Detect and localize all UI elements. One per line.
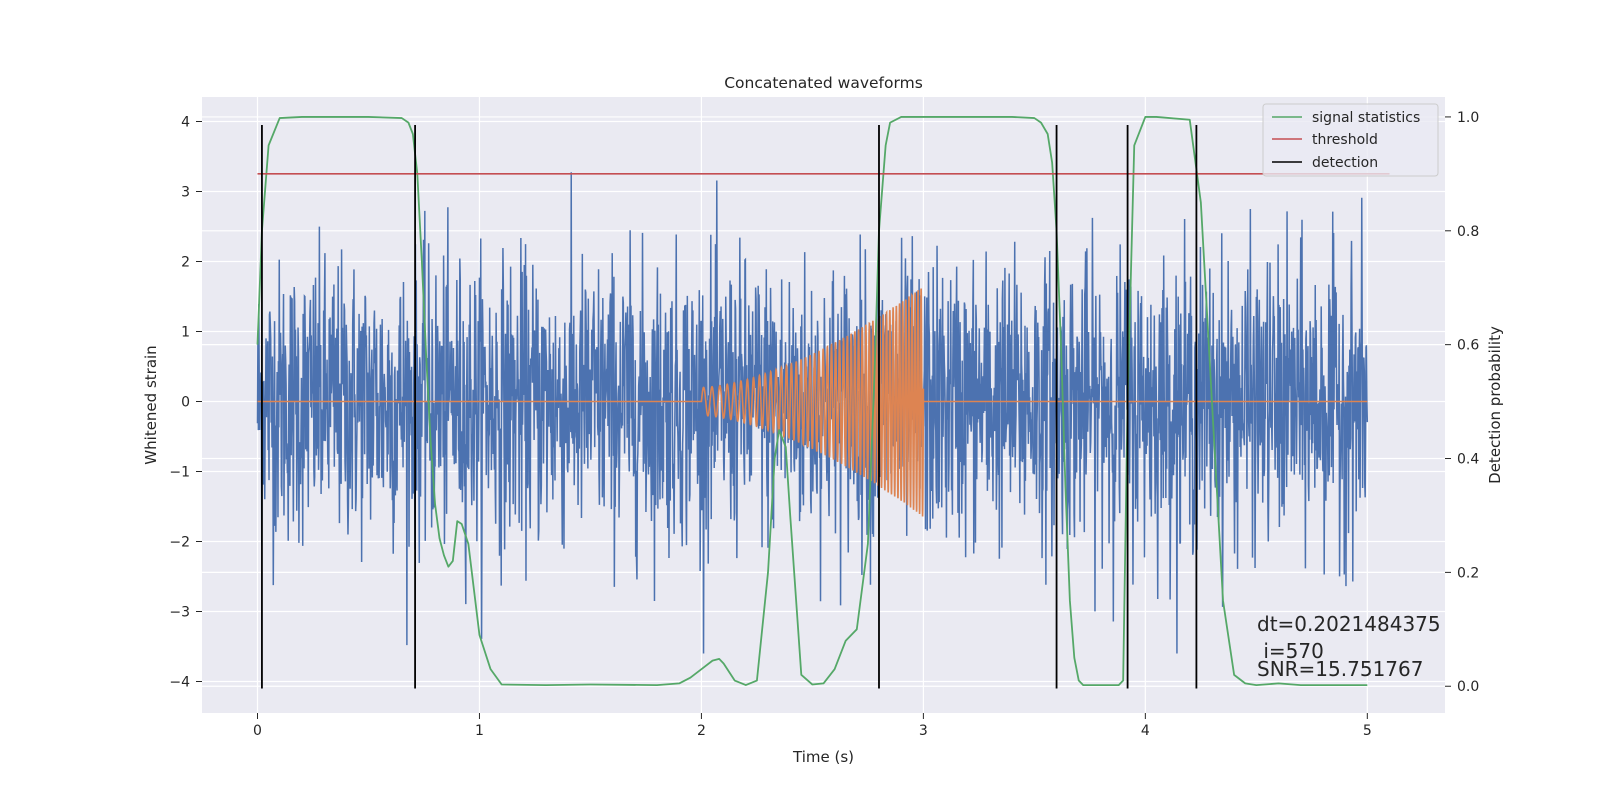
x-tick-label: 3 (919, 723, 928, 739)
x-axis-label: Time (s) (792, 748, 854, 766)
annotation-dt: dt=0.2021484375 (1257, 612, 1441, 636)
x-tick-label: 0 (253, 723, 262, 739)
y-tick-label: −2 (169, 535, 190, 551)
legend-label-signal-statistics: signal statistics (1312, 110, 1420, 126)
x-tick-label: 1 (475, 723, 484, 739)
y-right-tick-label: 0.4 (1457, 452, 1479, 468)
y-axis-right-label: Detection probability (1486, 326, 1504, 484)
x-tick-label: 5 (1363, 723, 1372, 739)
legend: signal statistics threshold detection (1262, 103, 1439, 177)
y-right-tick-label: 0.2 (1457, 565, 1479, 581)
annotation-snr: SNR=15.751767 (1257, 657, 1423, 681)
y-tick-label: −3 (169, 605, 190, 621)
y-tick-label: 1 (181, 325, 190, 341)
y-axis-label: Whitened strain (142, 345, 160, 464)
tick-layer: 0 1 2 3 4 5 −4 −3 −2 −1 0 1 2 3 4 0.0 0.2 0.4 0.6 0.8 1.0 (169, 110, 1479, 739)
y-right-tick-label: 0.6 (1457, 338, 1479, 354)
y-right-tick-label: 1.0 (1457, 110, 1479, 126)
y-tick-label: 3 (181, 185, 190, 201)
signal-statistics-line (256, 116, 1368, 686)
y-tick-label: −1 (169, 465, 190, 481)
legend-box (1262, 103, 1439, 177)
noise-series-line (256, 172, 1369, 654)
data-layer (256, 116, 1390, 689)
x-tick-label: 4 (1141, 723, 1150, 739)
chart-title: Concatenated waveforms (724, 74, 923, 92)
legend-label-threshold: threshold (1312, 132, 1378, 148)
annotation-index: i=570 (1257, 639, 1324, 663)
y-right-tick-label: 0.8 (1457, 224, 1479, 240)
y-tick-label: 0 (181, 395, 190, 411)
y-tick-label: −4 (169, 675, 190, 691)
legend-label-detection: detection (1312, 155, 1378, 171)
template-chirp-line (257, 288, 1368, 517)
y-tick-label: 4 (181, 115, 190, 131)
y-right-tick-label: 0.0 (1457, 679, 1479, 695)
x-tick-label: 2 (697, 723, 706, 739)
y-tick-label: 2 (181, 255, 190, 271)
